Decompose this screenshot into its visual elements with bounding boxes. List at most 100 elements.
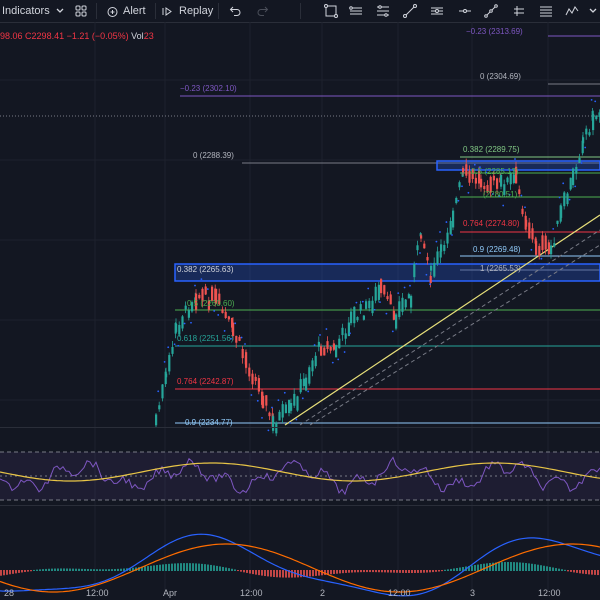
chevron-down-icon[interactable]	[54, 0, 66, 22]
rsi-ma-line	[0, 462, 600, 482]
candle-body	[344, 333, 347, 339]
macd-bar	[438, 570, 440, 572]
candle-body	[191, 302, 194, 312]
zigzag-icon[interactable]	[563, 0, 581, 22]
macd-bar	[258, 570, 260, 576]
macd-bar	[285, 570, 287, 578]
trendline-icon[interactable]	[401, 0, 419, 22]
macd-bar	[558, 568, 560, 571]
candle-body	[305, 377, 308, 391]
chevron-down-icon[interactable]	[587, 0, 599, 22]
fib-retracement-icon[interactable]	[510, 0, 528, 22]
candle-body	[413, 264, 416, 278]
psar-dot	[173, 343, 176, 346]
psar-dot	[524, 206, 526, 209]
psar-dot	[194, 284, 196, 287]
legend-vol-label: Vol	[131, 31, 144, 41]
macd-histogram	[0, 562, 599, 578]
candle-body	[521, 208, 524, 215]
candle-body	[215, 288, 218, 304]
macd-bar	[462, 567, 464, 571]
candle-body	[218, 293, 221, 305]
macd-bar	[513, 562, 515, 571]
ohlc-legend: 98.06 C2298.41 −1.21 (−0.05%) Vol23	[0, 31, 154, 41]
macd-bar	[429, 570, 431, 573]
macd-bar	[33, 569, 35, 571]
zone-box-upper	[436, 160, 600, 171]
macd-bar	[54, 568, 56, 571]
macd-bar	[186, 563, 188, 571]
fib-channel-icon[interactable]	[374, 0, 392, 22]
path-icon[interactable]	[482, 0, 500, 22]
macd-bar	[168, 563, 170, 571]
crosshair-select-icon[interactable]	[322, 0, 340, 22]
macd-bar	[585, 570, 587, 575]
macd-bar	[57, 568, 59, 571]
candle-body	[178, 324, 181, 335]
psar-dot	[498, 195, 501, 197]
fib-retracement-right	[180, 35, 600, 271]
fib-level-label: −0.23 (2302.10)	[180, 84, 237, 93]
macd-bar	[555, 568, 557, 571]
candle-body	[293, 393, 296, 406]
psar-dot	[590, 98, 593, 101]
psar-dot	[520, 194, 523, 197]
indicators-button[interactable]: Indicators	[2, 0, 50, 22]
candle-body	[503, 184, 506, 195]
macd-bar	[447, 569, 449, 571]
candle-body	[201, 288, 204, 302]
fib-retracement-icon[interactable]	[537, 0, 555, 22]
candle-body	[535, 241, 538, 255]
candle-body	[281, 404, 284, 418]
parabolic-sar-dots	[157, 98, 597, 432]
candle-body	[311, 360, 314, 372]
macd-bar	[240, 570, 242, 572]
macd-bar	[327, 570, 329, 575]
macd-bar	[180, 563, 182, 571]
candle-body	[465, 164, 468, 176]
psar-dot	[183, 322, 186, 325]
macd-bar	[72, 568, 74, 571]
rectangle-icon[interactable]	[347, 0, 365, 22]
candle-body	[165, 373, 168, 378]
layout-grid-icon[interactable]	[73, 0, 89, 22]
candle-body	[278, 411, 281, 421]
macd-bar	[291, 570, 293, 578]
candle-body	[474, 177, 477, 184]
macd-bar	[177, 563, 179, 571]
macd-bar	[351, 570, 353, 573]
macd-bar	[207, 564, 209, 571]
redo-icon[interactable]	[256, 0, 270, 22]
candle-body	[518, 189, 521, 194]
macd-bar	[456, 567, 458, 571]
candle-body	[538, 246, 541, 257]
horizontal-line-icon[interactable]	[456, 0, 474, 22]
macd-bar	[537, 564, 539, 571]
candle-body	[430, 265, 433, 271]
macd-bar	[18, 570, 20, 573]
x-tick: Apr	[163, 588, 178, 598]
psar-dot	[584, 146, 587, 149]
candle-body	[582, 137, 585, 144]
alert-button[interactable]: Alert	[106, 0, 146, 22]
macd-bar	[111, 569, 113, 571]
macd-bar	[129, 568, 131, 571]
candle-body	[158, 405, 161, 410]
macd-bar	[453, 568, 455, 571]
candle-body	[426, 257, 429, 261]
undo-icon[interactable]	[228, 0, 242, 22]
replay-button[interactable]: Replay	[162, 0, 213, 22]
fib-level-label: 0.382 (2289.75)	[463, 145, 520, 154]
brush-icon[interactable]	[428, 0, 446, 22]
macd-bar	[432, 570, 434, 573]
macd-line	[0, 533, 600, 597]
candle-body	[436, 251, 439, 264]
psar-dot	[337, 358, 340, 361]
macd-bar	[144, 566, 146, 571]
macd-bar	[534, 564, 536, 571]
candle-body	[478, 171, 481, 184]
macd-bar	[576, 570, 578, 573]
candle-body	[241, 348, 244, 359]
macd-bar	[36, 569, 38, 571]
